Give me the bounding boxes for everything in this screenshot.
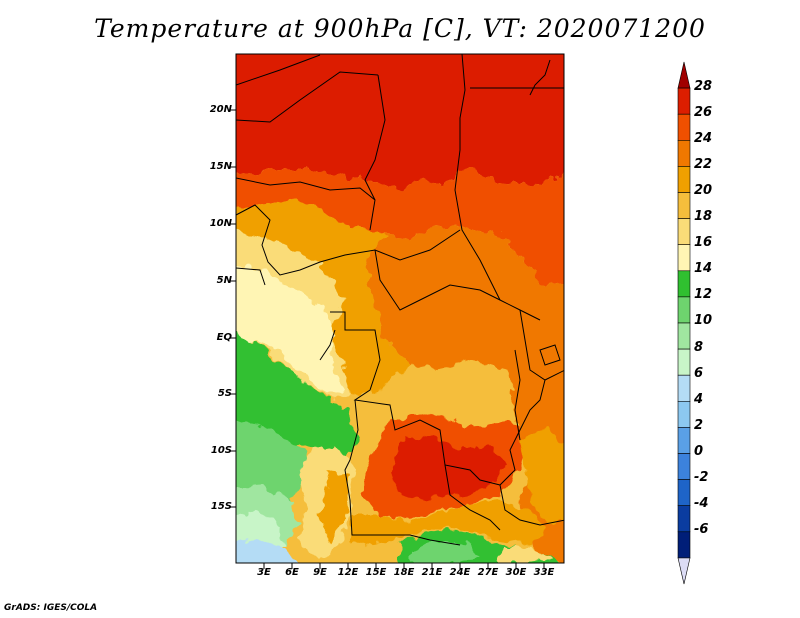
- colorbar-top-arrow: [677, 61, 691, 89]
- country-borders: [236, 54, 564, 546]
- colorbar-swatch: [677, 87, 691, 115]
- colorbar-swatch: [677, 374, 691, 402]
- lat-ticks: [230, 109, 236, 508]
- lon-label-21e: 21E: [421, 567, 443, 578]
- colorbar-swatch: [677, 218, 691, 246]
- map-title: Temperature at 900hPa [C], VT: 202007120…: [94, 14, 706, 43]
- colorbar-label: 6: [694, 366, 704, 381]
- colorbar-label: 22: [694, 157, 713, 172]
- colorbar-label: 8: [694, 340, 704, 355]
- lon-label-33e: 33E: [533, 567, 555, 578]
- colorbar-swatch: [677, 113, 691, 141]
- colorbar-label: 14: [694, 261, 713, 276]
- colorbar-swatch: [677, 166, 691, 193]
- colorbar-swatch: [677, 505, 691, 533]
- colorbar-swatch: [677, 270, 691, 298]
- lon-label-24e: 24E: [449, 567, 471, 578]
- lon-ticks: [263, 563, 545, 569]
- lat-label-5n: 5N: [216, 275, 232, 286]
- colorbar: [677, 61, 691, 585]
- colorbar-swatch: [677, 192, 691, 219]
- colorbar-label: 24: [694, 131, 713, 146]
- colorbar-bottom-arrow: [677, 557, 691, 585]
- colorbar-label: 20: [694, 183, 713, 198]
- lon-label-18e: 18E: [393, 567, 415, 578]
- lon-label-12e: 12E: [337, 567, 359, 578]
- lat-label-20n: 20N: [209, 104, 232, 115]
- lon-label-15e: 15E: [365, 567, 387, 578]
- colorbar-label: -6: [694, 522, 709, 537]
- colorbar-swatch: [677, 531, 691, 559]
- colorbar-label: -2: [694, 470, 709, 485]
- lat-label-15s: 15S: [210, 501, 232, 512]
- colorbar-swatch: [677, 479, 691, 507]
- lon-label-30e: 30E: [505, 567, 527, 578]
- colorbar-swatch: [677, 140, 691, 167]
- colorbar-label: 28: [694, 79, 713, 94]
- lat-label-15n: 15N: [209, 161, 232, 172]
- colorbar-label: 10: [694, 313, 713, 328]
- colorbar-label: -4: [694, 496, 709, 511]
- lon-label-27e: 27E: [477, 567, 499, 578]
- lat-label-10n: 10N: [209, 218, 232, 229]
- colorbar-swatch: [677, 322, 691, 350]
- map-frame: [235, 53, 565, 564]
- colorbar-swatch: [677, 348, 691, 376]
- lon-label-6e: 6E: [285, 567, 299, 578]
- colorbar-label: 4: [694, 392, 704, 407]
- lat-label-eq: EQ: [216, 332, 232, 343]
- colorbar-swatch: [677, 400, 691, 428]
- colorbar-swatch: [677, 453, 691, 480]
- colorbar-label: 16: [694, 235, 713, 250]
- colorbar-label: 12: [694, 287, 713, 302]
- colorbar-label: 2: [694, 418, 704, 433]
- lon-label-9e: 9E: [313, 567, 327, 578]
- colorbar-label: 26: [694, 105, 713, 120]
- colorbar-swatch: [677, 427, 691, 454]
- lat-label-10s: 10S: [210, 445, 232, 456]
- colorbar-label: 0: [694, 444, 704, 459]
- colorbar-swatch: [677, 244, 691, 272]
- colorbar-label: 18: [694, 209, 713, 224]
- lon-label-3e: 3E: [257, 567, 271, 578]
- grads-credit: GrADS: IGES/COLA: [4, 603, 98, 613]
- colorbar-swatch: [677, 296, 691, 324]
- lat-label-5s: 5S: [217, 388, 232, 399]
